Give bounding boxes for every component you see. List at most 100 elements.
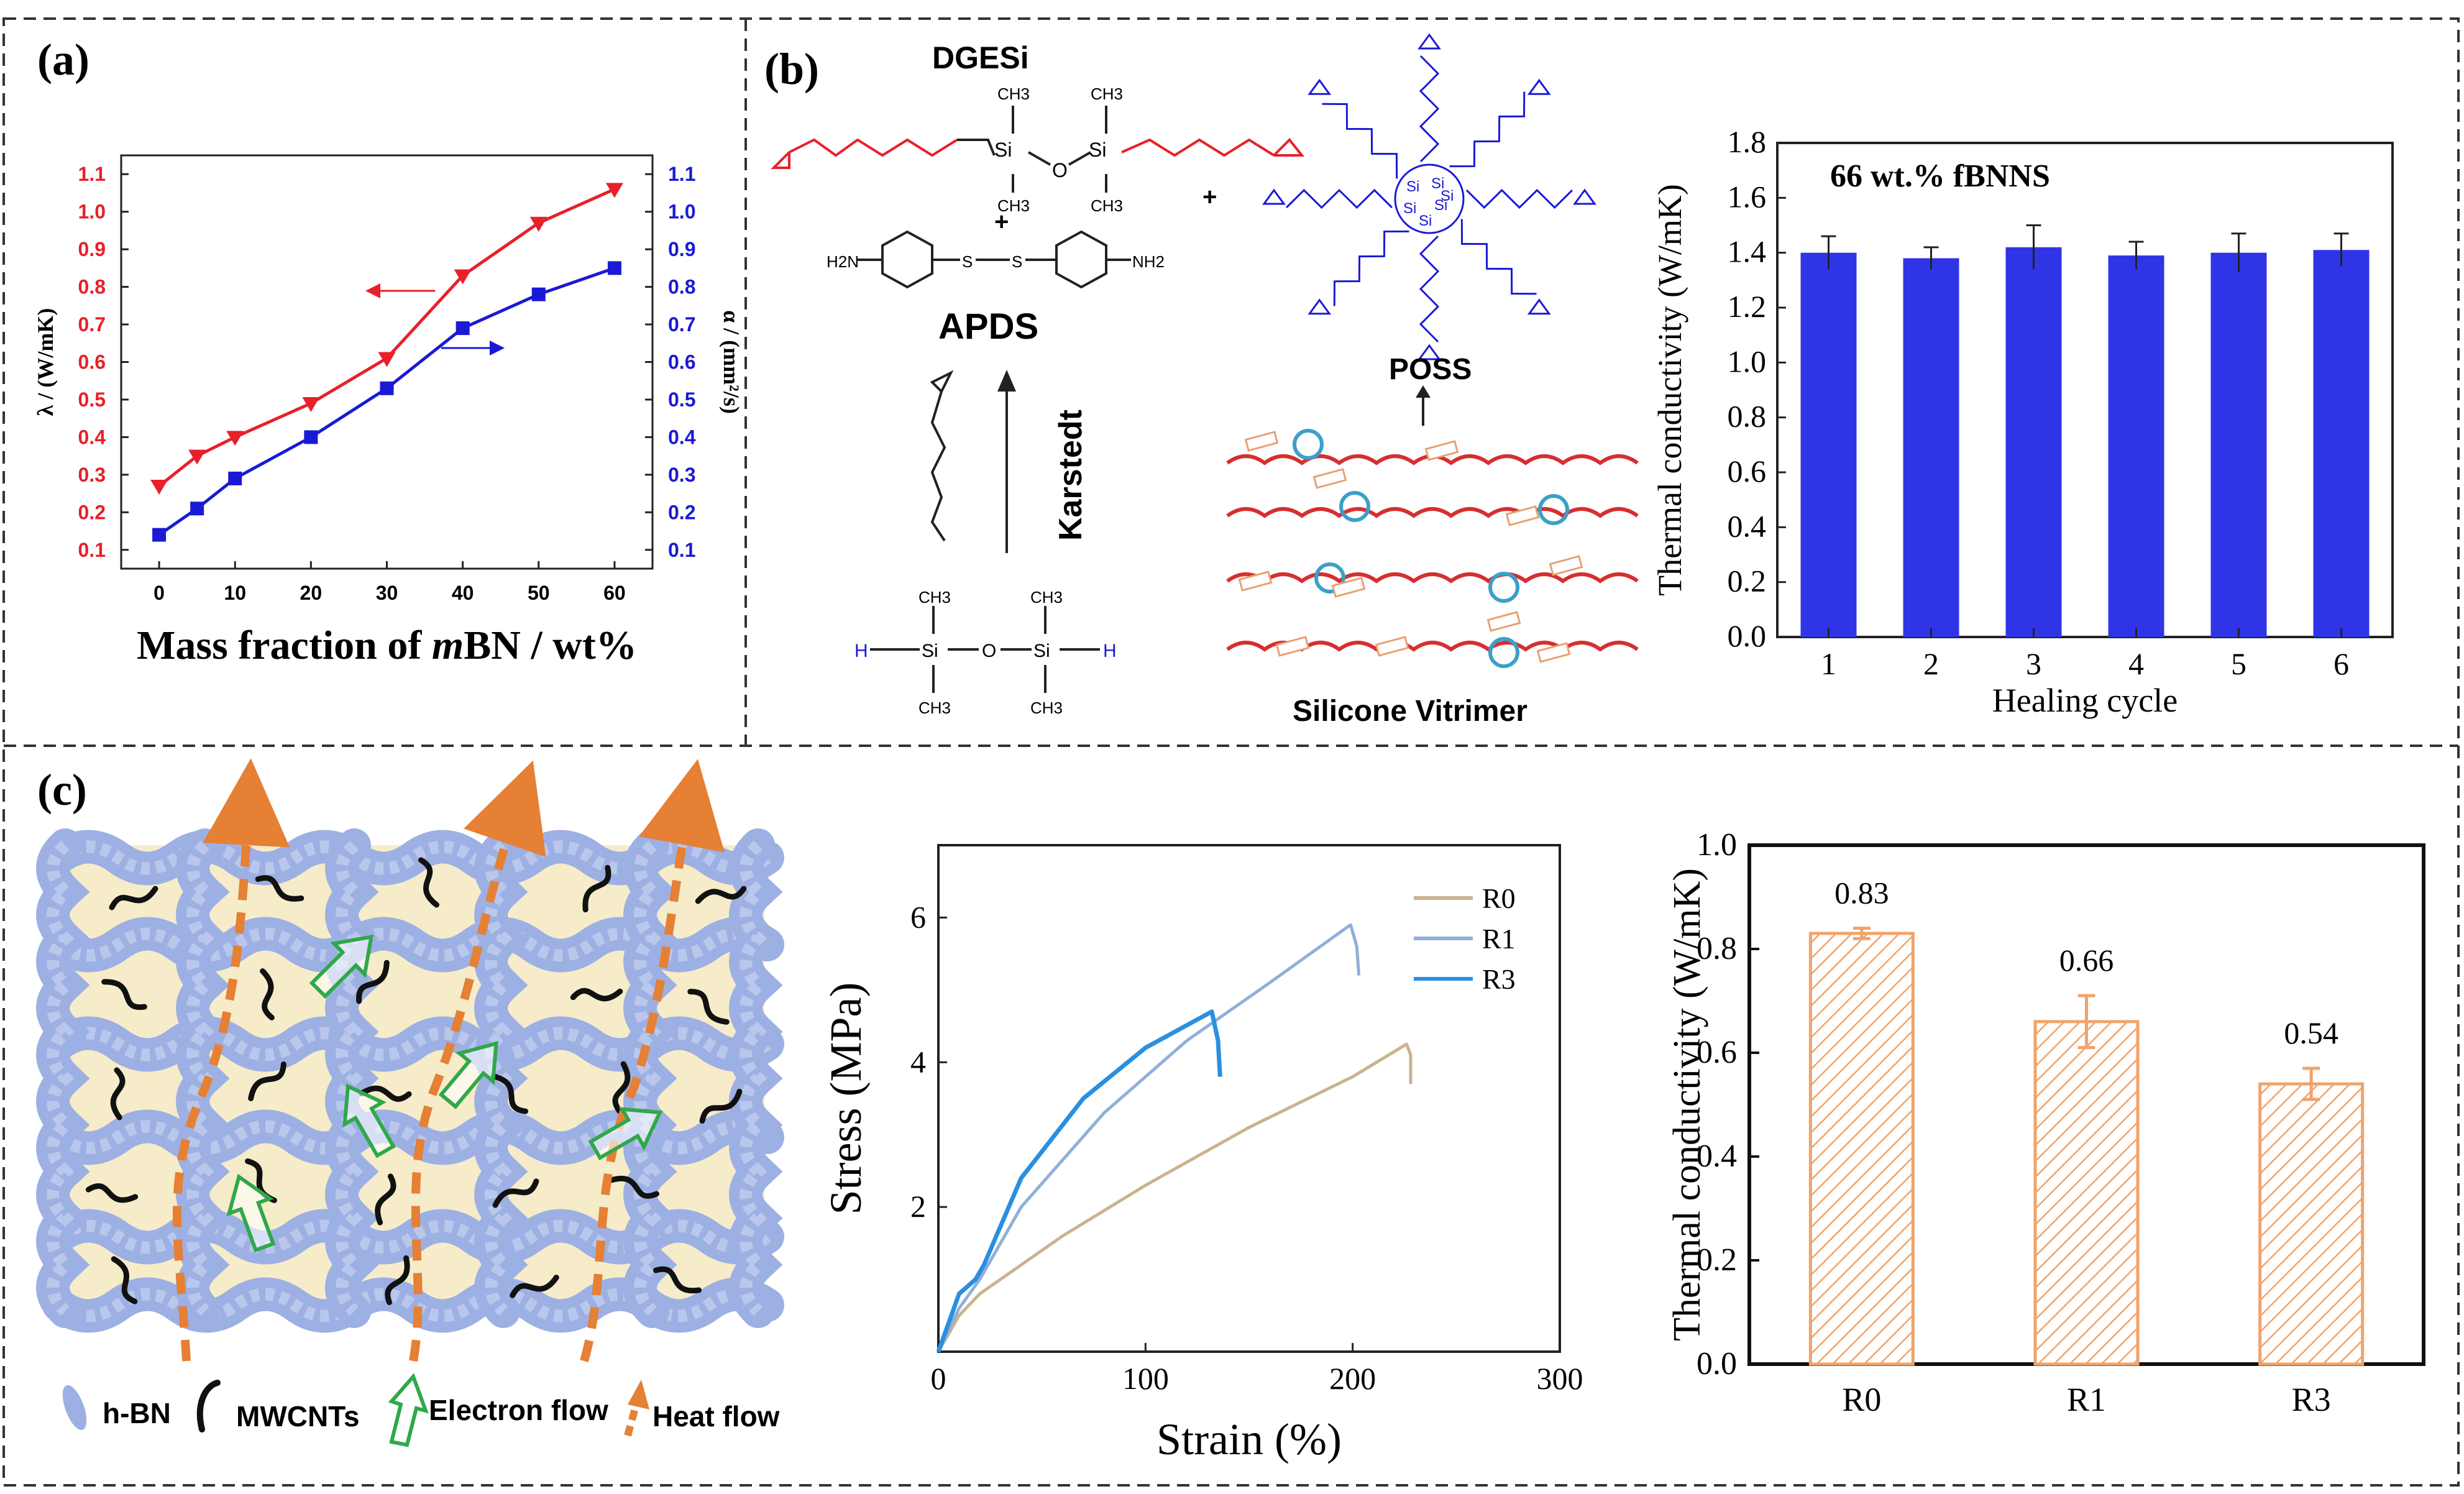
mwcnt <box>110 1067 126 1120</box>
y-tick-label-right: 0.6 <box>668 351 695 374</box>
hbn-network <box>36 828 784 1333</box>
disulfide-link <box>1244 431 1279 452</box>
series-line-r3 <box>936 1009 1222 1353</box>
vitrimer-label: Silicone Vitrimer <box>1293 695 1527 728</box>
data-point-lambda <box>188 449 206 465</box>
x-tick-label: 4 <box>2128 646 2144 681</box>
ch3-2: CH3 <box>997 196 1030 215</box>
chart-c-stress: 0 100 200 300 2 4 6 Strain (%) Stress (MPa) R0 R1 R… <box>821 844 1583 1464</box>
y-tick-label-left: 0.3 <box>78 464 106 486</box>
data-point-alpha <box>152 528 167 542</box>
series-line-r1 <box>937 923 1361 1353</box>
y-axis-label: Thermal conductivity (W/mK) <box>1651 184 1688 596</box>
poss-arrowhead <box>1416 385 1431 398</box>
disulfide-link <box>1549 555 1583 576</box>
x-tick-label: 40 <box>452 582 474 604</box>
x-tick-label: 30 <box>376 582 398 604</box>
electron-flow-arrow <box>438 1041 498 1109</box>
y-tick-label: 1.2 <box>1728 289 1767 324</box>
y-tick-label: 0.4 <box>1728 508 1767 543</box>
poss-arm <box>1285 188 1393 209</box>
y-tick-label: 2 <box>910 1189 926 1224</box>
poss-arm <box>1333 230 1409 306</box>
x-tick-label: 1 <box>1821 646 1836 681</box>
x-tick-label: R3 <box>2292 1381 2331 1418</box>
mwcnt <box>608 1175 659 1199</box>
x-tick-label: 6 <box>2333 646 2349 681</box>
series-line-alpha <box>158 267 615 536</box>
mwcnt <box>510 1275 559 1298</box>
bar <box>2033 1020 2140 1366</box>
x-tick-label: 0 <box>931 1361 946 1396</box>
poss-arm <box>1465 188 1573 209</box>
si-right: Si <box>1089 139 1106 161</box>
si-atom: Si <box>1440 188 1454 204</box>
y-tick-label-right: 0.3 <box>668 464 695 486</box>
data-point-alpha <box>607 261 621 275</box>
mwcnt <box>492 1178 539 1208</box>
data-point-lambda <box>378 352 396 367</box>
mwcnt <box>375 1173 396 1226</box>
y-tick-label: 1.4 <box>1728 234 1767 269</box>
nh2-label: NH2 <box>1132 252 1165 271</box>
bar <box>1903 258 1959 637</box>
poss-cage <box>1394 163 1465 234</box>
h2n-label: H2N <box>827 252 859 271</box>
o-h-bridge: O <box>982 641 996 661</box>
vitrimer-network <box>1226 429 1639 668</box>
mwcnt-legend-icon <box>196 1380 221 1432</box>
chart-b: 0.0 0.2 0.4 0.6 0.8 1.0 1.2 1.4 1.6 1.8 1 2 3 4 5 6 66 w… <box>1651 124 2394 719</box>
y-tick-label-right: 0.8 <box>668 276 695 298</box>
electron-legend-label: Electron flow <box>429 1394 608 1426</box>
mwcnt <box>490 1073 529 1114</box>
y-tick-label-left: 0.5 <box>78 388 106 411</box>
y-axis-label-left: λ / (W/mK) <box>33 308 58 416</box>
mwcnt <box>109 886 158 910</box>
plot-frame <box>937 844 1561 1353</box>
ch3-4: CH3 <box>1091 196 1123 215</box>
y-tick-label-left: 0.1 <box>78 539 106 561</box>
bar <box>2108 255 2164 637</box>
epoxide-ring <box>1262 188 1286 205</box>
hbn-flake-texture <box>336 840 364 1316</box>
si-h-left: Si <box>922 641 938 661</box>
dgesi-label: DGESi <box>932 40 1029 75</box>
mwcnt <box>687 989 730 1025</box>
bar <box>2210 252 2267 638</box>
poss-crosslink <box>1488 572 1519 603</box>
mwcnt <box>653 1266 702 1294</box>
y-tick-label-left: 0.9 <box>78 238 106 260</box>
y-tick-label: 0.8 <box>1728 399 1767 434</box>
schematic-legend: h-BN MWCNTs Electron flow Heat flow <box>62 1373 780 1447</box>
y-tick-label-left: 1.1 <box>78 163 106 185</box>
bar <box>1808 932 1915 1366</box>
allyl-glycidyl-ether <box>930 370 954 542</box>
poss-arm <box>1460 219 1537 295</box>
si-atom: Si <box>1406 178 1419 195</box>
epoxide-ring <box>1573 188 1596 205</box>
y-tick-label: 1.0 <box>1728 344 1767 378</box>
si-atom: Si <box>1419 213 1432 229</box>
y-tick-label-right: 0.7 <box>668 313 695 336</box>
mwcnt <box>385 1255 410 1306</box>
y-tick-label: 0.2 <box>1728 564 1767 598</box>
bar <box>1800 252 1857 638</box>
polymer-chain <box>1226 572 1639 584</box>
epoxide-ring <box>1417 33 1441 50</box>
bar <box>2005 247 2062 637</box>
mwcnt <box>695 886 747 904</box>
chart-b-title: 66 wt.% fBNNS <box>1830 158 2050 194</box>
heat-legend-arrowhead <box>628 1380 649 1409</box>
bar <box>2313 250 2370 637</box>
data-label: 0.83 <box>1834 876 1889 910</box>
heat-flow-path <box>173 758 290 1362</box>
data-point-alpha <box>531 287 546 301</box>
y-tick-label-right: 0.9 <box>668 238 695 260</box>
x-tick-label: R1 <box>2067 1381 2106 1418</box>
disulfide-link <box>1312 468 1347 489</box>
ch3-7: CH3 <box>1030 588 1063 607</box>
ch3-5: CH3 <box>918 588 951 607</box>
data-point-alpha <box>456 321 470 336</box>
poss-crosslink <box>1339 491 1370 522</box>
